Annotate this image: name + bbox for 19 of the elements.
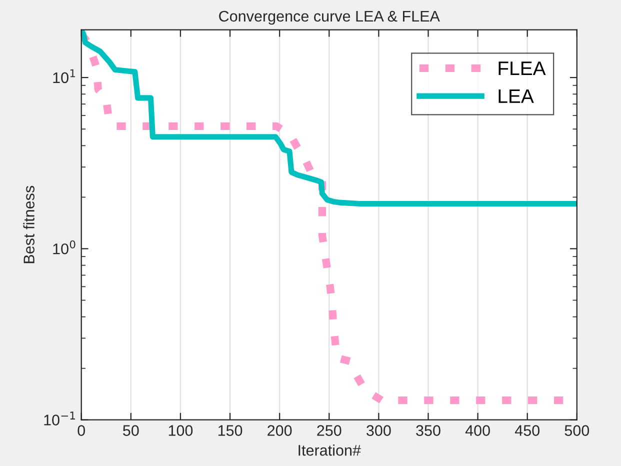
x-axis-title: Iteration#: [298, 444, 361, 456]
x-tick-label: 400: [465, 425, 490, 436]
x-tick-label: 350: [416, 425, 440, 436]
x-tick-label: 450: [514, 425, 540, 436]
x-tick-label: 200: [268, 425, 292, 436]
x-tick-label: 0: [78, 425, 85, 436]
legend-label: LEA: [498, 89, 534, 103]
x-tick-label: 250: [317, 425, 342, 436]
legend-label: FLEA: [498, 62, 546, 76]
chart-title: Convergence curve LEA & FLEA: [219, 10, 440, 25]
x-tick-label: 500: [564, 425, 590, 436]
y-tick-label: 10$^{−1}$: [44, 412, 75, 426]
x-tick-label: 300: [366, 425, 391, 436]
x-tick-label: 150: [218, 425, 242, 436]
y-tick-label: 10$^{0}$: [53, 240, 76, 254]
x-tick-label: 50: [123, 425, 139, 436]
x-tick-label: 100: [168, 425, 193, 436]
y-axis-title: Best fitness: [23, 186, 34, 264]
y-tick-label: 10$^{1}$: [53, 69, 75, 84]
